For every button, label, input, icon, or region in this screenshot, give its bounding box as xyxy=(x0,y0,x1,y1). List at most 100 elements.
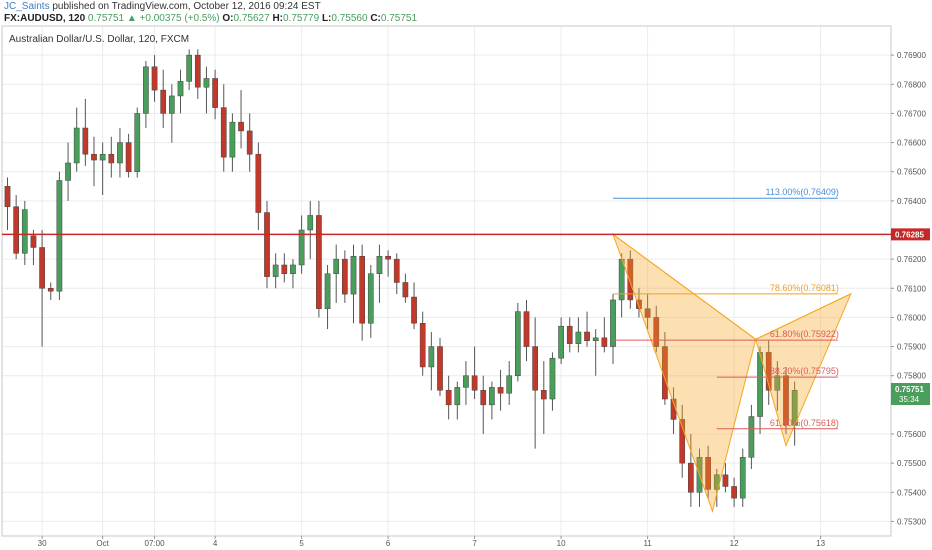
candle xyxy=(437,337,443,397)
candle-body xyxy=(324,273,331,309)
candle xyxy=(342,250,348,303)
candle xyxy=(39,230,45,347)
candle xyxy=(575,317,582,353)
candle-body xyxy=(298,229,305,266)
y-tick-label: 0.76600 xyxy=(897,139,926,148)
candle xyxy=(143,60,149,128)
fib-levels[interactable]: 113.00%(0.76409) 78.60%(0.76081) 61.80%(0.… xyxy=(613,187,839,430)
last-price: 0.75751 xyxy=(87,13,125,24)
candle xyxy=(255,142,262,230)
y-tick-label: 0.76700 xyxy=(897,109,926,118)
candle-body xyxy=(419,323,426,368)
ohlc-legend: FX:AUDUSD, 120 0.75751 ▲ +0.00375 (+0.5%… xyxy=(4,13,417,24)
candle-body xyxy=(160,89,167,114)
candle xyxy=(523,299,530,362)
candle-body xyxy=(393,258,400,283)
candle xyxy=(419,311,426,376)
candle xyxy=(333,244,340,303)
x-tick-label: 4 xyxy=(213,539,218,548)
candle-body xyxy=(134,113,141,172)
high-label: H: xyxy=(272,13,283,24)
y-tick-label: 0.76900 xyxy=(897,51,926,60)
candle-body xyxy=(125,142,132,172)
candle xyxy=(402,273,409,303)
candle xyxy=(91,136,97,187)
candle xyxy=(99,142,106,196)
candle-body xyxy=(515,311,521,376)
candle xyxy=(160,69,167,128)
x-tick-label: 12 xyxy=(730,539,739,548)
candle-body xyxy=(584,331,590,341)
candle-body xyxy=(264,212,270,277)
candle-body xyxy=(506,375,513,394)
candle-body xyxy=(108,153,115,164)
candle xyxy=(774,361,781,411)
candle-body xyxy=(73,127,80,164)
candle xyxy=(471,346,478,400)
candle-body xyxy=(463,375,469,388)
y-tick-label: 0.75300 xyxy=(897,517,926,526)
candle xyxy=(610,294,616,365)
candle-body xyxy=(437,346,443,391)
publish-info: JC_Saints published on TradingView.com, … xyxy=(4,1,321,12)
candle-body xyxy=(454,387,461,406)
candle-body xyxy=(627,258,634,301)
candle-body xyxy=(82,127,89,155)
author-link[interactable]: JC_Saints xyxy=(4,1,50,12)
y-tick-label: 0.76100 xyxy=(897,284,926,293)
candle xyxy=(65,142,71,201)
candle-body xyxy=(255,153,262,213)
candle-body xyxy=(376,255,383,274)
candle-body xyxy=(558,325,564,359)
candle-body xyxy=(765,352,772,391)
fib-label: 38.20%(0.75795) xyxy=(770,366,839,376)
x-tick-label: 10 xyxy=(557,539,566,548)
candle xyxy=(56,171,63,300)
candle-body xyxy=(428,346,435,368)
candle xyxy=(497,369,504,411)
candle-body xyxy=(601,337,608,347)
candle-body xyxy=(238,121,244,132)
y-tick-label: 0.75900 xyxy=(897,343,926,352)
candle xyxy=(177,69,184,114)
open-value: 0.75627 xyxy=(233,13,270,24)
candle-body xyxy=(229,121,236,158)
candle xyxy=(324,264,331,330)
fib-label: 61.80%(0.75922) xyxy=(770,329,839,339)
candle-body xyxy=(117,142,123,164)
candle xyxy=(757,346,763,434)
x-tick-label: 07:00 xyxy=(145,539,166,548)
harmonic-pattern[interactable] xyxy=(611,232,852,513)
candle xyxy=(212,69,218,120)
candle xyxy=(540,361,547,434)
candle-body xyxy=(290,264,296,274)
candle xyxy=(480,375,487,434)
candle-body xyxy=(169,95,175,114)
candle xyxy=(21,200,28,265)
candle-body xyxy=(688,462,694,493)
y-tick-label: 0.76000 xyxy=(897,313,926,322)
close-value: 0.75751 xyxy=(380,13,418,24)
candle-body xyxy=(151,66,158,91)
candle-body xyxy=(367,273,374,324)
x-axis[interactable]: 30 Oct 07:00 4 5 6 7 10 11 12 13 xyxy=(38,536,826,548)
candle xyxy=(13,195,19,260)
candle xyxy=(454,381,461,420)
candle-body xyxy=(644,308,651,318)
candle xyxy=(653,305,660,353)
candle-body xyxy=(56,180,63,292)
x-tick-label: 30 xyxy=(38,539,47,548)
candle xyxy=(731,477,737,507)
candle xyxy=(134,107,141,178)
candle-body xyxy=(143,66,149,114)
candle xyxy=(748,404,755,469)
candle xyxy=(705,445,711,499)
candle-body xyxy=(316,215,322,309)
candle-body xyxy=(220,107,227,158)
y-axis[interactable]: 0.76900 0.76800 0.76700 0.76600 0.76500 0.764… xyxy=(891,51,930,526)
x-tick-label: 11 xyxy=(643,539,652,548)
candle xyxy=(203,66,210,114)
last-price-label: 0.75751 xyxy=(895,385,924,394)
